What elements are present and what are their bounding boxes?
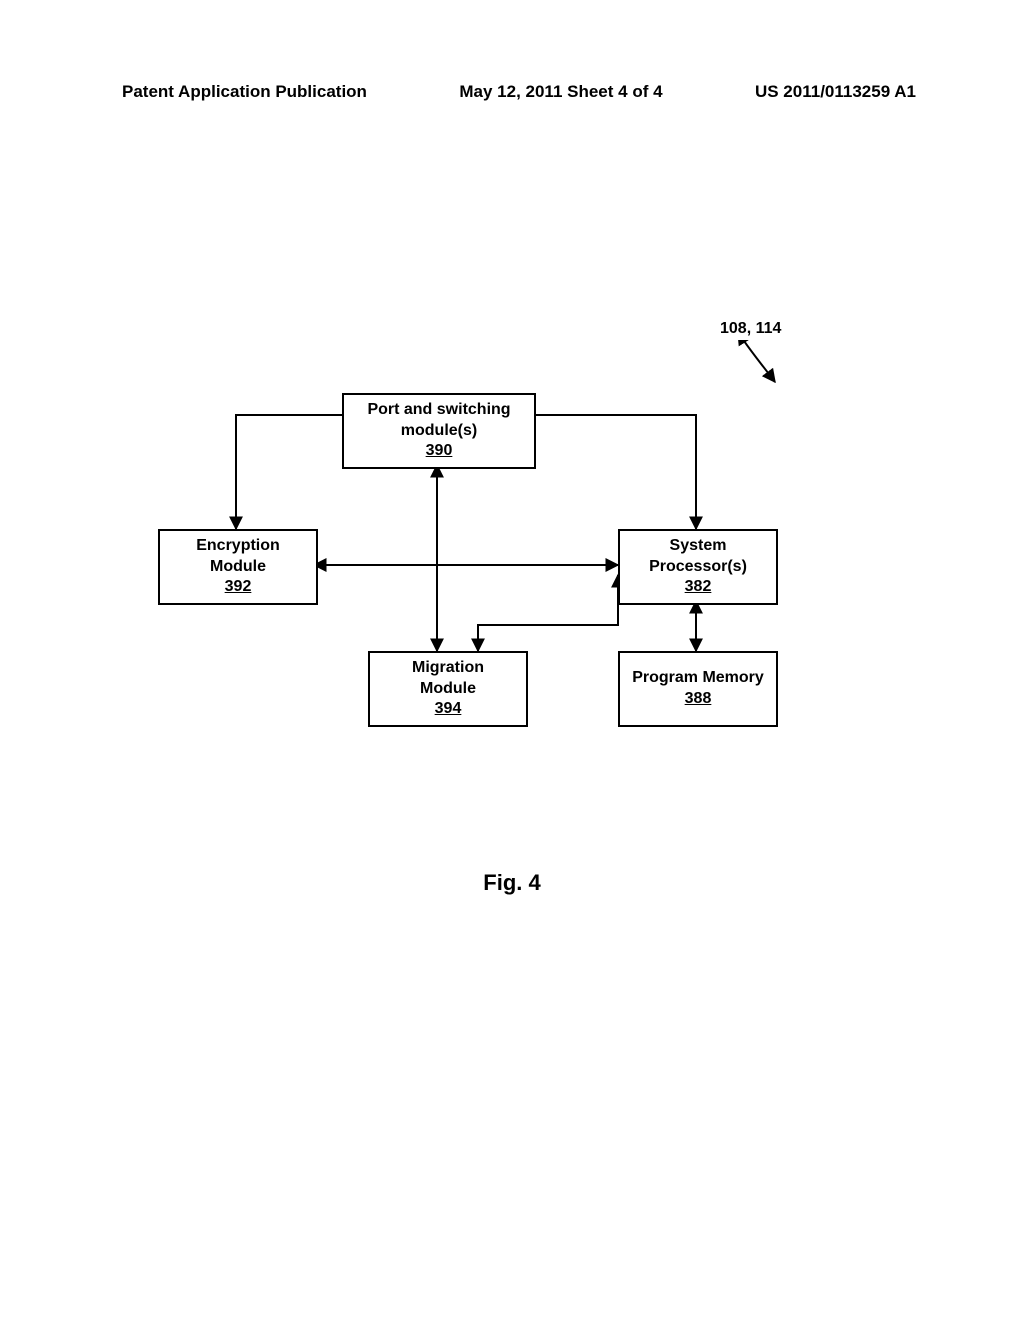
header-left: Patent Application Publication [122,82,367,102]
box-line1: System [670,536,727,557]
header-right: US 2011/0113259 A1 [755,82,916,102]
box-migration-module: Migration Module 394 [368,651,528,727]
box-line2: module(s) [401,421,477,442]
page-header: Patent Application Publication May 12, 2… [0,82,1024,102]
figure-label: Fig. 4 [0,870,1024,896]
block-diagram: 108, 114 Port and switching module(s) 39… [120,340,900,840]
box-line2: Processor(s) [649,557,747,578]
diagram-callout: 108, 114 [720,320,781,338]
header-center: May 12, 2011 Sheet 4 of 4 [459,82,662,102]
box-line1: Encryption [196,536,280,557]
box-program-memory: Program Memory 388 [618,651,778,727]
box-line1: Program Memory [632,668,764,689]
box-ref: 394 [435,699,462,720]
box-port-switching: Port and switching module(s) 390 [342,393,536,469]
box-line1: Migration [412,658,484,679]
box-line2: Module [210,557,266,578]
box-line2: Module [420,679,476,700]
box-ref: 390 [426,441,453,462]
box-system-processors: System Processor(s) 382 [618,529,778,605]
box-ref: 392 [225,577,252,598]
box-ref: 388 [685,689,712,710]
box-encryption-module: Encryption Module 392 [158,529,318,605]
box-ref: 382 [685,577,712,598]
box-line1: Port and switching [367,400,510,421]
